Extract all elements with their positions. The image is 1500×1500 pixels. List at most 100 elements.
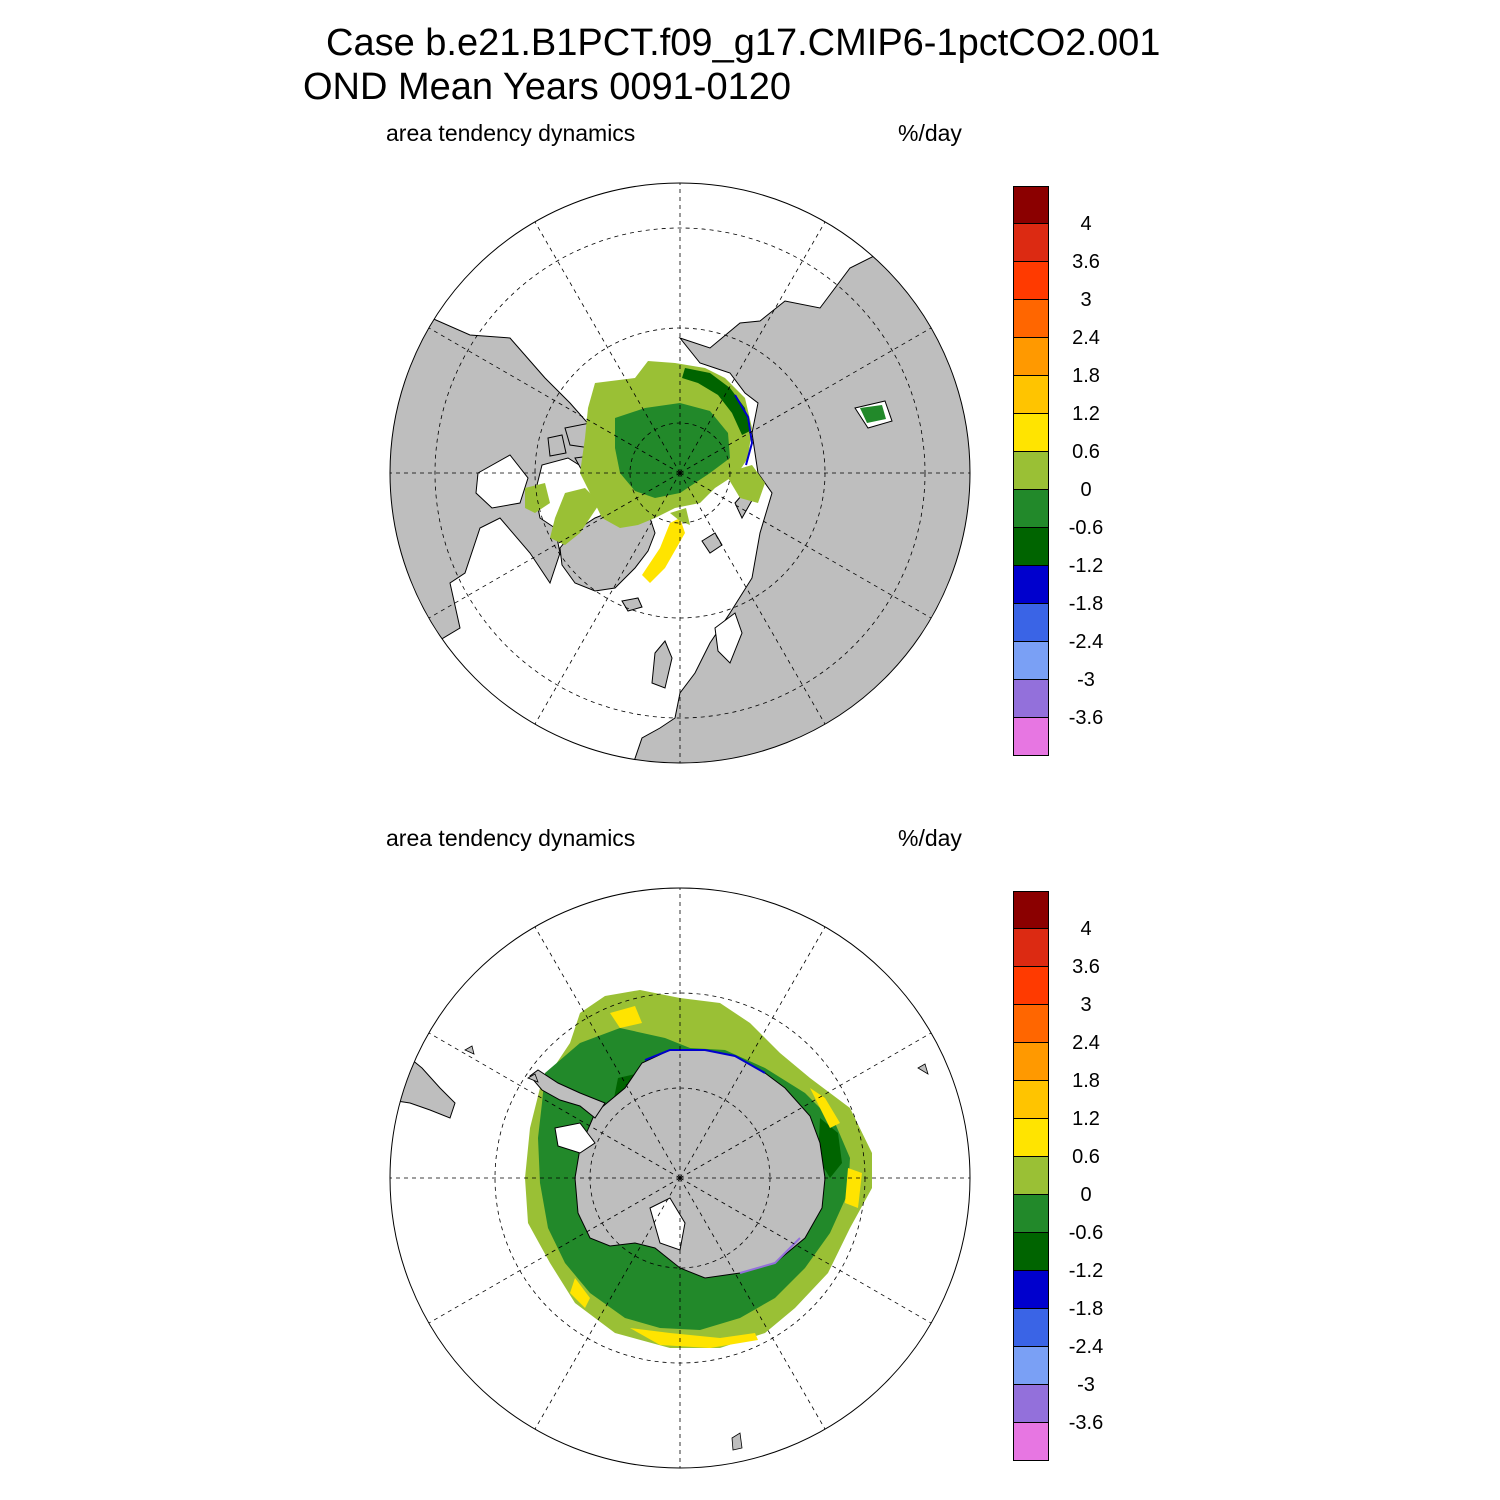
nh-colorbar-tick-label: 1.2	[1072, 403, 1100, 425]
sh-colorbar-box-4	[1013, 1043, 1049, 1081]
sh-colorbar-box-3	[1013, 1005, 1049, 1043]
nh-land-british-isles	[651, 640, 673, 689]
sh-colorbar-box-13	[1013, 1385, 1049, 1423]
sh-land-peninsula	[529, 1069, 606, 1119]
plot-title-line2: OND Mean Years 0091-0120	[303, 66, 791, 108]
nh-colorbar-tick-label: -2.4	[1068, 631, 1104, 653]
nh-colorbar-tick-label: 2.4	[1072, 327, 1100, 349]
sh-map-boundary	[389, 887, 971, 1469]
sh-colorbar-box-8	[1013, 1195, 1049, 1233]
sh-ice-yellow-5	[570, 1278, 590, 1308]
sh-land-island-2	[917, 1063, 929, 1075]
nh-colorbar-box-12	[1013, 642, 1049, 680]
sh-meridian-330	[534, 926, 681, 1179]
nh-meridian-30	[679, 221, 826, 474]
nh-land	[390, 242, 970, 763]
sh-colorbar-tick-label: -3	[1077, 1374, 1095, 1396]
nh-hudson-bay	[475, 454, 529, 509]
sh-ice-dark-ross	[818, 1118, 842, 1178]
sh-colorbar-tick-label: 3.6	[1072, 956, 1100, 978]
nh-colorbar	[1013, 186, 1049, 756]
sh-land-ross-ice-shelf	[649, 1197, 686, 1251]
nh-colorbar-tick-label: 0.6	[1072, 441, 1100, 463]
sh-coast-edge-purple	[739, 1237, 801, 1274]
nh-colorbar-box-8	[1013, 490, 1049, 528]
plot-title-line1: Case b.e21.B1PCT.f09_g17.CMIP6-1pctCO2.0…	[326, 22, 1161, 64]
nh-colorbar-box-5	[1013, 376, 1049, 414]
nh-colorbar-box-14	[1013, 718, 1049, 756]
nh-colorbar-tick-label: 3.6	[1072, 251, 1100, 273]
nh-colorbar-tick-label: 4	[1080, 213, 1092, 235]
nh-map-boundary	[389, 182, 971, 764]
sh-colorbar-tick-label: -0.6	[1068, 1222, 1104, 1244]
sh-meridian-120	[679, 1177, 932, 1324]
nh-meridian-330	[534, 221, 681, 474]
sh-land-island-3	[731, 1432, 743, 1451]
nh-colorbar-box-9	[1013, 528, 1049, 566]
nh-colorbar-box-11	[1013, 604, 1049, 642]
sh-colorbar-box-12	[1013, 1347, 1049, 1385]
nh-left-label: area tendency dynamics	[386, 120, 636, 146]
nh-colorbar-tick-label: 3	[1080, 289, 1092, 311]
nh-graticule	[390, 183, 970, 763]
nh-polar-map	[389, 182, 971, 764]
nh-ice-okhotsk	[860, 405, 886, 423]
sh-colorbar-box-6	[1013, 1119, 1049, 1157]
nh-ice-edge-dark	[682, 368, 750, 435]
nh-meridian-240	[428, 472, 681, 619]
nh-colorbar-box-13	[1013, 680, 1049, 718]
sh-colorbar-box-5	[1013, 1081, 1049, 1119]
nh-meridian-210	[534, 472, 681, 725]
nh-meridian-300	[428, 327, 681, 474]
nh-colorbar-tick-label: 1.8	[1072, 365, 1100, 387]
nh-land-archipelago-3	[547, 434, 567, 457]
nh-sea-ice-field	[525, 361, 886, 583]
nh-colorbar-box-10	[1013, 566, 1049, 604]
sh-land-weddell-ice-shelf	[554, 1122, 596, 1154]
sh-coast-edge-blue	[644, 1049, 766, 1074]
sh-colorbar-box-2	[1013, 967, 1049, 1005]
sh-colorbar-box-9	[1013, 1233, 1049, 1271]
sh-left-label: area tendency dynamics	[386, 825, 636, 851]
sh-ice-yellow-2	[810, 1088, 840, 1128]
sh-colorbar-box-14	[1013, 1423, 1049, 1461]
sh-colorbar-tick-label: -3.6	[1068, 1412, 1104, 1434]
sh-land-island-1	[464, 1045, 475, 1055]
sh-colorbar-tick-label: 3	[1080, 994, 1092, 1016]
sh-colorbar-tick-label: 0.6	[1072, 1146, 1100, 1168]
nh-ice-core	[615, 403, 730, 498]
nh-meridian-60	[679, 327, 932, 474]
sh-colorbar-box-11	[1013, 1309, 1049, 1347]
nh-ice-baffin	[550, 488, 600, 545]
nh-ice-hudson	[525, 483, 550, 513]
nh-colorbar-box-4	[1013, 338, 1049, 376]
sh-land-island-4	[527, 1073, 539, 1083]
sh-graticule	[390, 888, 970, 1468]
nh-ice-band-greenland-sea	[642, 518, 685, 583]
nh-colorbar-box-1	[1013, 224, 1049, 262]
nh-colorbar-tick-label: 0	[1080, 479, 1092, 501]
nh-colorbar-box-3	[1013, 300, 1049, 338]
sh-colorbar-box-10	[1013, 1271, 1049, 1309]
nh-meridian-120	[679, 472, 932, 619]
sh-meridian-240	[428, 1177, 681, 1324]
nh-right-label: %/day	[898, 120, 962, 146]
nh-colorbar-tick-label: -1.8	[1068, 593, 1104, 615]
sh-polar-map	[389, 887, 971, 1469]
sh-colorbar-box-7	[1013, 1157, 1049, 1195]
nh-baltic-sea	[714, 612, 743, 664]
sh-colorbar-tick-label: 2.4	[1072, 1032, 1100, 1054]
nh-colorbar-box-7	[1013, 452, 1049, 490]
sh-colorbar-tick-label: -1.2	[1068, 1260, 1104, 1282]
sh-meridian-30	[679, 926, 826, 1179]
nh-colorbar-box-6	[1013, 414, 1049, 452]
nh-colorbar-tick-label: -3.6	[1068, 707, 1104, 729]
sh-colorbar-tick-label: -2.4	[1068, 1336, 1104, 1358]
sh-right-label: %/day	[898, 825, 962, 851]
sh-meridian-60	[679, 1032, 932, 1179]
sh-colorbar-tick-label: 4	[1080, 918, 1092, 940]
nh-colorbar-tick-label: -0.6	[1068, 517, 1104, 539]
sh-colorbar-tick-label: 1.2	[1072, 1108, 1100, 1130]
sh-colorbar-tick-label: -1.8	[1068, 1298, 1104, 1320]
sh-colorbar-box-0	[1013, 891, 1049, 929]
